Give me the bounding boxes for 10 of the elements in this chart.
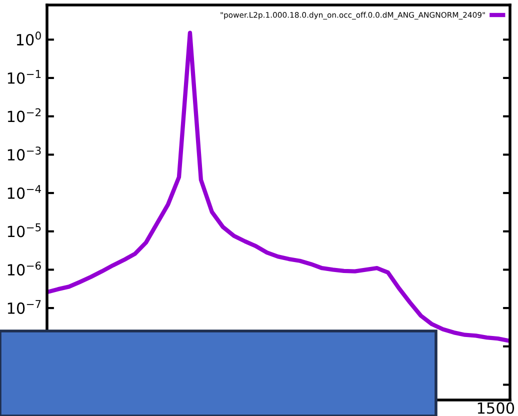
y-tick-label: 10$^{−2}$ <box>8 108 41 122</box>
y-tick-label: 10$^{−1}$ <box>8 70 41 84</box>
text: 1500 <box>478 402 514 414</box>
line-series <box>47 30 510 343</box>
y-tick-label: 10$^{−3}$ <box>8 146 41 161</box>
y-tick-label: 10$^{−5}$ <box>8 223 41 238</box>
y-tick-label: 10$^{−4}$ <box>8 185 41 199</box>
y-tick-label: 10$^{0}$ <box>16 32 41 46</box>
y-tick-label: 10$^{−7}$ <box>8 300 41 314</box>
y-tick-label: 10$^{−6}$ <box>8 262 41 276</box>
